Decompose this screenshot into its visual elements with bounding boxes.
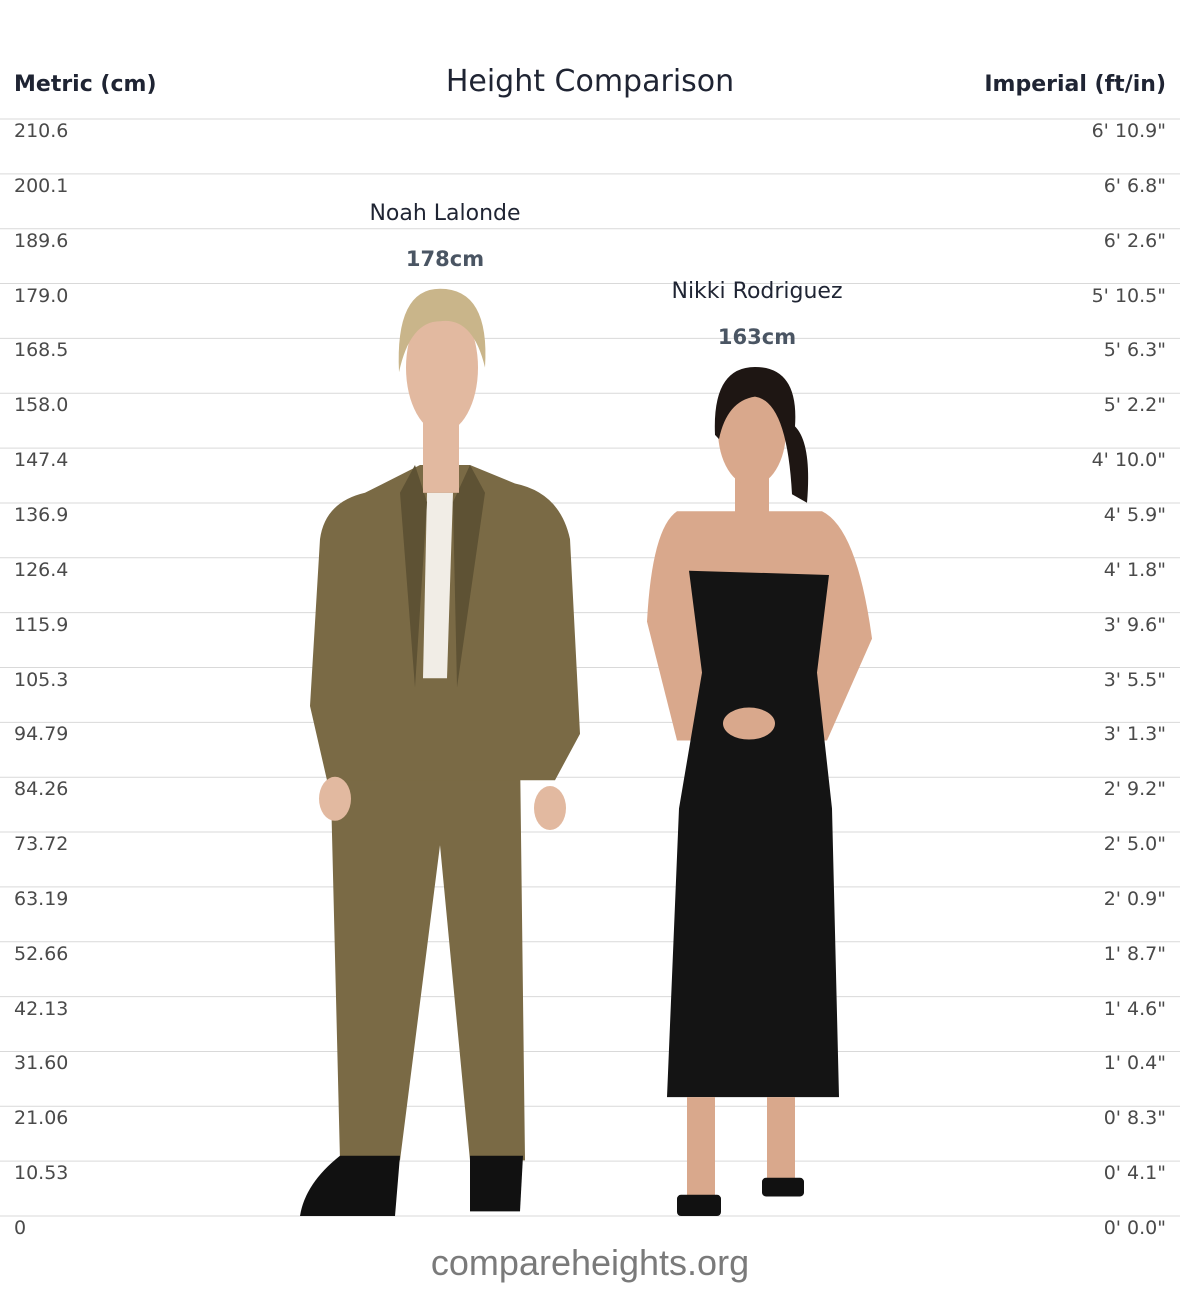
- metric-tick-label: 10.53: [14, 1162, 69, 1185]
- metric-tick-label: 52.66: [14, 942, 69, 965]
- imperial-tick-label: 0' 4.1": [1103, 1162, 1166, 1185]
- imperial-tick-label: 6' 10.9": [1091, 120, 1166, 142]
- nikki-dress: [667, 570, 839, 1098]
- metric-tick-label: 21.06: [14, 1107, 69, 1130]
- metric-tick-label: 105.3: [14, 668, 69, 691]
- metric-tick-label: 147.4: [14, 449, 69, 472]
- metric-tick-label: 158.0: [14, 394, 69, 417]
- nikki-right-sandal: [762, 1177, 804, 1197]
- imperial-axis-header: Imperial (ft/in): [984, 72, 1166, 97]
- imperial-tick-label: 1' 0.4": [1103, 1052, 1166, 1075]
- imperial-tick-label: 2' 9.2": [1103, 778, 1166, 801]
- metric-tick-label: 115.9: [14, 613, 69, 636]
- imperial-tick-label: 0' 0.0": [1103, 1217, 1166, 1239]
- metric-tick-label: 136.9: [14, 503, 69, 526]
- noah-undershirt: [423, 492, 453, 679]
- nikki-right-leg: [767, 1097, 795, 1191]
- metric-tick-label: 168.5: [14, 339, 69, 362]
- imperial-tick-label: 2' 5.0": [1103, 833, 1166, 856]
- imperial-tick-label: 1' 8.7": [1103, 942, 1166, 965]
- metric-tick-label: 63.19: [14, 887, 69, 910]
- figure-nikki-rodriguez: [647, 366, 872, 1216]
- nikki-left-leg: [687, 1097, 715, 1200]
- metric-tick-label: 84.26: [14, 778, 69, 801]
- nikki-hands: [723, 707, 775, 740]
- imperial-tick-label: 4' 5.9": [1103, 503, 1166, 526]
- metric-tick-label: 73.72: [14, 833, 69, 856]
- imperial-tick-label: 5' 6.3": [1103, 339, 1166, 362]
- person-name-noah-lalonde: Noah Lalonde: [369, 200, 521, 226]
- imperial-tick-label: 6' 6.8": [1103, 174, 1166, 197]
- metric-tick-label: 189.6: [14, 229, 69, 252]
- imperial-tick-label: 6' 2.6": [1103, 229, 1166, 252]
- imperial-tick-label: 3' 5.5": [1103, 668, 1166, 691]
- imperial-tick-label: 4' 1.8": [1103, 558, 1166, 581]
- metric-tick-label: 31.60: [14, 1052, 69, 1075]
- figure-noah-lalonde: [300, 288, 580, 1216]
- metric-tick-label: 94.79: [14, 723, 69, 746]
- imperial-tick-label: 3' 1.3": [1103, 723, 1166, 746]
- noah-hair: [398, 288, 486, 373]
- noah-right-hand: [534, 786, 566, 831]
- imperial-tick-label: 4' 10.0": [1091, 449, 1166, 472]
- metric-tick-label: 179.0: [14, 284, 69, 307]
- noah-left-lapel: [400, 464, 427, 688]
- noah-right-shoe: [470, 1155, 523, 1212]
- chart-title: Height Comparison: [445, 64, 735, 99]
- metric-tick-label: 42.13: [14, 997, 69, 1020]
- nikki-left-sandal: [677, 1194, 721, 1216]
- site-watermark: compareheights.org: [430, 1242, 750, 1283]
- metric-tick-label: 126.4: [14, 558, 69, 581]
- noah-left-hand: [319, 776, 351, 821]
- height-label-nikki-rodriguez: 163cm: [717, 324, 797, 349]
- imperial-tick-label: 3' 9.6": [1103, 613, 1166, 636]
- imperial-tick-label: 5' 2.2": [1103, 394, 1166, 417]
- imperial-tick-label: 5' 10.5": [1091, 284, 1166, 307]
- noah-left-shoe: [300, 1155, 400, 1216]
- imperial-tick-label: 2' 0.9": [1103, 887, 1166, 910]
- nikki-hair: [714, 366, 809, 503]
- noah-trousers: [330, 752, 525, 1161]
- noah-head: [406, 302, 478, 433]
- imperial-tick-label: 0' 8.3": [1103, 1107, 1166, 1130]
- noah-right-lapel: [453, 464, 485, 688]
- person-name-nikki-rodriguez: Nikki Rodriguez: [671, 278, 843, 304]
- metric-tick-label: 0: [14, 1217, 27, 1239]
- imperial-tick-label: 1' 4.6": [1103, 997, 1166, 1020]
- metric-tick-label: 200.1: [14, 174, 69, 197]
- metric-axis-header: Metric (cm): [14, 72, 157, 97]
- height-label-noah-lalonde: 178cm: [405, 246, 485, 271]
- metric-tick-label: 210.6: [14, 120, 69, 142]
